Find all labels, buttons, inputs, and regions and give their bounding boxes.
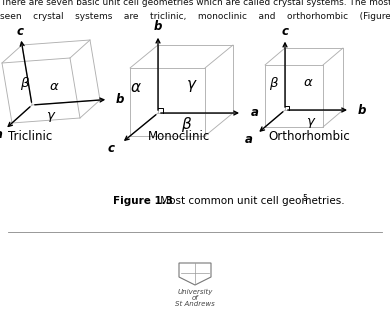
Text: b: b [358,103,366,117]
Text: β: β [20,76,28,90]
Text: St Andrews: St Andrews [175,301,215,307]
Text: a: a [245,133,253,146]
Text: α: α [304,75,312,89]
Text: γ: γ [46,108,54,122]
Text: Most common unit cell geometries.: Most common unit cell geometries. [157,196,345,206]
Text: γ: γ [306,115,314,127]
Text: β: β [181,117,191,133]
Text: b: b [115,93,124,106]
Text: α: α [50,81,58,93]
Text: β: β [269,77,277,91]
Text: seen    crystal    systems    are    triclinic,    monoclinic    and    orthorho: seen crystal systems are triclinic, mono… [0,12,390,21]
Text: There are seven basic unit cell geometries which are called crystal systems. The: There are seven basic unit cell geometri… [0,0,390,7]
Text: c: c [16,25,23,38]
Text: of: of [191,295,199,301]
Text: a: a [251,107,259,119]
Text: 5: 5 [302,194,307,203]
Text: Orthorhombic: Orthorhombic [268,130,350,143]
Text: c: c [282,25,289,38]
Text: γ: γ [186,77,195,92]
Text: Triclinic: Triclinic [8,130,52,143]
Text: University: University [177,289,213,295]
Text: α: α [131,81,141,96]
Text: c: c [108,143,115,155]
Text: b: b [154,20,162,33]
Text: Monoclinic: Monoclinic [148,130,210,143]
Text: a: a [0,128,3,141]
Text: Figure 1.3: Figure 1.3 [113,196,173,206]
